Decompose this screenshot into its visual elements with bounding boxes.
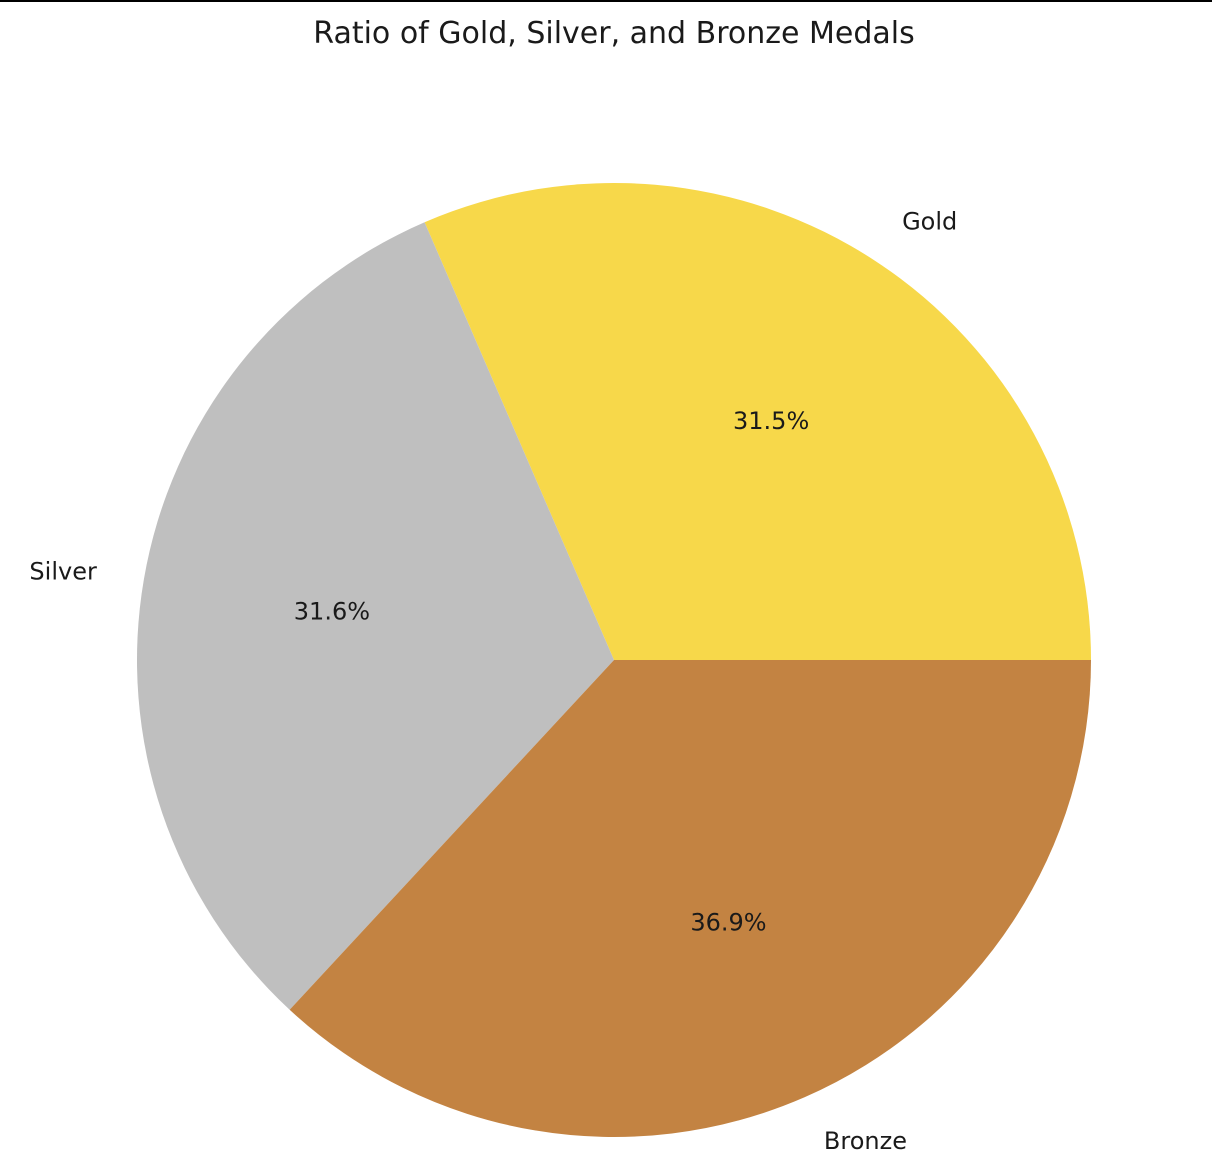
pie-pct-label-gold: 31.5% — [733, 407, 809, 435]
pie-slice-gold — [424, 182, 1092, 660]
pie-slices — [136, 182, 1092, 1137]
pie-slice-bronze — [289, 660, 1091, 1137]
chart-title: Ratio of Gold, Silver, and Bronze Medals — [313, 16, 915, 51]
pie-labels: 31.5% Gold 31.6% Silver 36.9% Bronze — [29, 207, 957, 1154]
top-border — [0, 0, 1212, 2]
pie-category-label-bronze: Bronze — [824, 1127, 907, 1154]
pie-category-label-silver: Silver — [29, 557, 97, 585]
pie-slice-silver — [136, 222, 614, 1010]
pie-pct-label-bronze: 36.9% — [690, 908, 766, 936]
pie-category-label-gold: Gold — [902, 207, 957, 235]
pie-pct-label-silver: 31.6% — [294, 598, 370, 626]
